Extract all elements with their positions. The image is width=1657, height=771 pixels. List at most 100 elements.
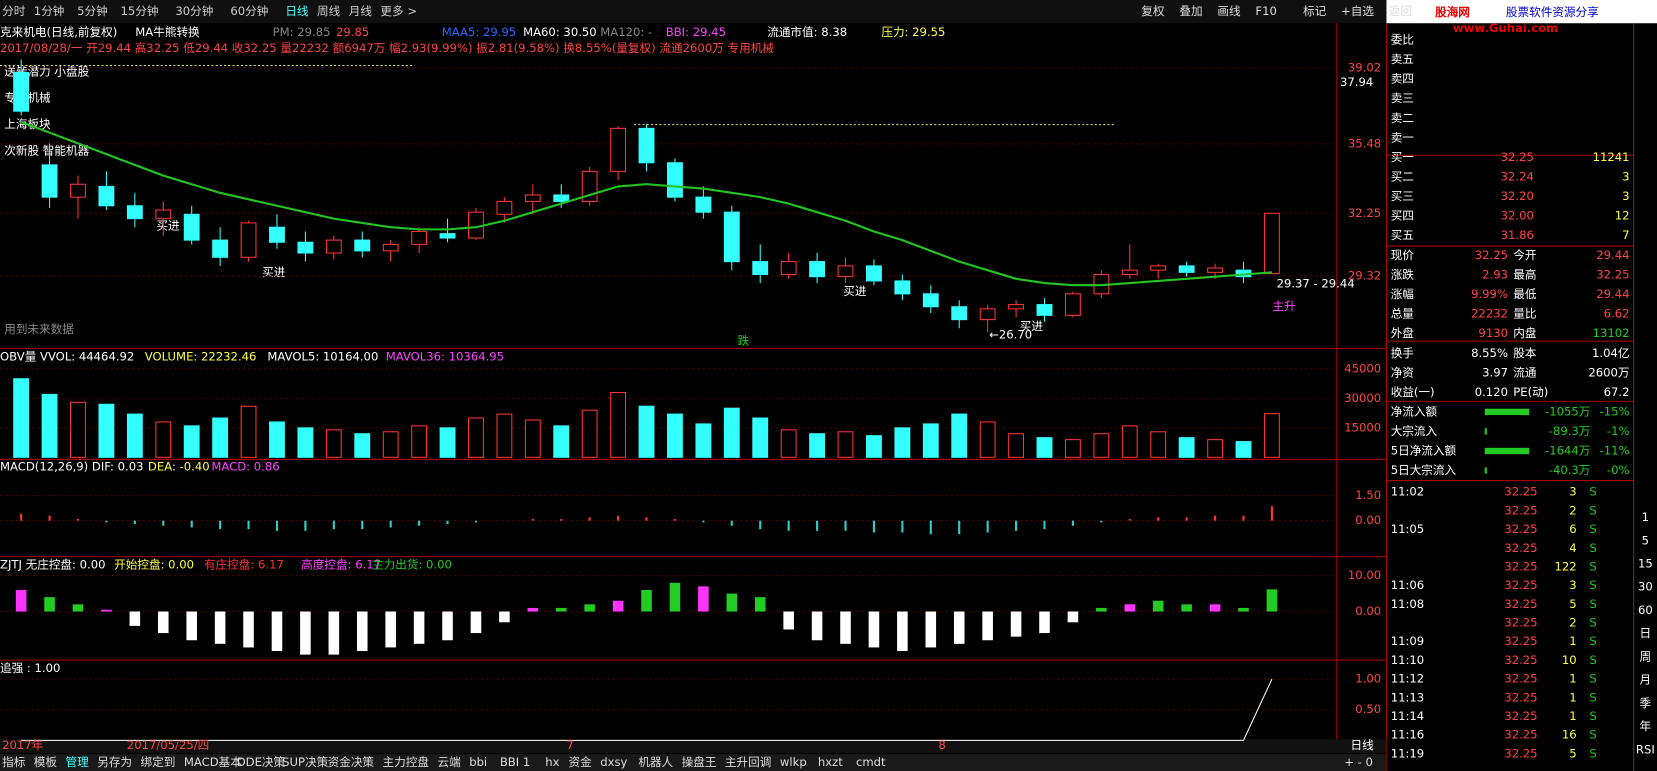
bottom-tab[interactable]: 指标 — [2, 755, 26, 769]
toolbar-button[interactable]: 画线 — [1217, 4, 1241, 18]
tab-controls[interactable]: + - 0 — [1344, 755, 1373, 769]
sidebar-button[interactable]: 月 — [1640, 673, 1652, 687]
stat-cell: 32.25 — [1596, 268, 1629, 282]
order-book-cell: 买二 — [1391, 169, 1414, 183]
bottom-tab[interactable]: bbi — [469, 755, 487, 769]
candle-body — [212, 239, 229, 258]
candle-body — [269, 226, 285, 243]
y-tick-label: 39.02 — [1348, 60, 1381, 74]
toolbar-tab[interactable]: 60分钟 — [230, 4, 268, 18]
volume-bar — [1150, 431, 1167, 458]
pane-title: 开始控盘: 0.00 — [114, 558, 194, 572]
annotation: 跌 — [738, 334, 750, 348]
candle-body — [837, 265, 854, 278]
toolbar-tab[interactable]: 周线 — [317, 4, 341, 18]
indicator-text: 流通市值: 8.38 — [767, 25, 847, 39]
sidebar-button[interactable]: 30 — [1638, 580, 1653, 594]
bottom-tab[interactable]: cmdt — [856, 755, 886, 769]
candle-body — [1036, 304, 1053, 316]
bottom-tab[interactable]: wlkp — [780, 755, 807, 769]
pane-title: ZJTJ 无庄控盘: 0.00 — [0, 558, 106, 572]
bottom-tab[interactable]: 资金决策 — [328, 755, 375, 769]
bottom-tab[interactable]: 模板 — [34, 755, 58, 769]
trade-cell: 11:19 — [1391, 746, 1424, 760]
candle-body — [13, 71, 30, 112]
toolbar-tab[interactable]: 更多 > — [380, 4, 417, 18]
toolbar-button[interactable]: 复权 — [1141, 4, 1165, 18]
stat-cell: 6.62 — [1604, 307, 1630, 321]
sidebar-button[interactable]: 5 — [1642, 533, 1649, 547]
bottom-tab[interactable]: BBI 1 — [500, 755, 530, 769]
candle-body — [638, 127, 655, 164]
stat-cell: 流通 — [1513, 365, 1537, 379]
bottom-tab[interactable]: 主升回调 — [725, 755, 771, 769]
sidebar-button[interactable]: 1 — [1642, 510, 1649, 524]
bottom-tab[interactable]: 主力控盘 — [383, 755, 430, 769]
flow-cell: -89.3万 — [1549, 424, 1591, 438]
bottom-tab[interactable]: 绑定到 — [141, 755, 176, 769]
bottom-tab[interactable]: 机器人 — [638, 755, 673, 769]
toolbar-button[interactable]: 返回 — [1389, 4, 1412, 18]
candle-body — [1121, 269, 1138, 276]
trade-cell: 2 — [1569, 616, 1576, 630]
toolbar-tab[interactable]: 月线 — [349, 4, 373, 18]
sidebar-button[interactable]: 60 — [1638, 603, 1653, 617]
pane-title: 高度控盘: 6.17 — [301, 558, 381, 572]
toolbar-button[interactable]: F10 — [1255, 4, 1276, 18]
toolbar-tab[interactable]: 30分钟 — [175, 4, 213, 18]
volume-bar — [70, 401, 86, 458]
bottom-tab[interactable]: 操盘王 — [682, 755, 717, 769]
candle-body — [610, 127, 627, 172]
stat-cell: 29.44 — [1596, 287, 1629, 301]
toolbar-tab[interactable]: 5分钟 — [77, 4, 108, 18]
flow-bar — [1484, 447, 1530, 455]
sidebar-button[interactable]: 季 — [1640, 696, 1652, 710]
order-book-cell: 7 — [1622, 228, 1629, 242]
trade-cell: 4 — [1569, 541, 1576, 555]
bottom-tab[interactable]: hx — [545, 755, 559, 769]
pane-title: 有庄控盘: 6.17 — [204, 558, 284, 572]
sidebar-button[interactable]: 周 — [1640, 649, 1652, 663]
zjtj-bar — [527, 607, 539, 612]
toolbar-tab[interactable]: 15分钟 — [120, 4, 158, 18]
trade-cell: 32.25 — [1504, 597, 1537, 611]
bottom-tab[interactable]: 另存为 — [97, 755, 132, 769]
bottom-tab[interactable]: MACD基本 — [184, 755, 242, 769]
toolbar-tab[interactable]: 分时 — [2, 4, 26, 18]
bottom-tab[interactable]: hxzt — [818, 755, 843, 769]
y-tick-label: 0.00 — [1355, 513, 1381, 527]
volume-bar — [667, 413, 683, 458]
zjtj-bar — [612, 600, 624, 612]
bottom-tab[interactable]: 云端 — [437, 755, 461, 769]
volume-bar — [1235, 441, 1252, 458]
bottom-tab[interactable]: DDE决策 — [237, 755, 286, 769]
toolbar-button[interactable]: 标记 — [1303, 4, 1327, 18]
volume-bar — [41, 393, 58, 458]
bottom-tab[interactable]: 资金 — [569, 755, 593, 769]
volume-bar — [439, 427, 456, 458]
volume-bar — [553, 425, 570, 458]
bottom-tab[interactable]: dxsy — [600, 755, 627, 769]
toolbar-button[interactable]: +自选 — [1341, 4, 1374, 18]
y-tick-label: 45000 — [1344, 361, 1381, 375]
order-book-cell: 卖三 — [1391, 91, 1414, 105]
zjtj-bar — [499, 611, 510, 623]
sidebar-button[interactable]: 日 — [1640, 626, 1652, 640]
volume-bar — [155, 421, 172, 458]
toolbar-tab[interactable]: 1分钟 — [34, 4, 65, 18]
order-book-cell: 3 — [1622, 169, 1629, 183]
trade-cell: S — [1589, 653, 1596, 667]
zjtj-bar — [271, 611, 283, 652]
toolbar-button[interactable]: 叠加 — [1179, 4, 1202, 18]
bottom-tab[interactable]: 管理 — [66, 755, 90, 769]
toolbar-tab[interactable]: 日线 — [285, 4, 309, 18]
sidebar-button[interactable]: 15 — [1638, 556, 1653, 570]
volume-bar — [1121, 425, 1138, 458]
sidebar-button[interactable]: RSI — [1636, 742, 1655, 756]
volume-bar — [1263, 413, 1280, 458]
pane-title: DEA: -0.40 — [148, 459, 210, 473]
sidebar-button[interactable]: 年 — [1640, 719, 1652, 733]
candle-body — [155, 209, 172, 220]
quote-line: 2017/08/28/一 开29.44 高32.25 低29.44 收32.25… — [0, 41, 774, 55]
bottom-tab[interactable]: SUP决策 — [282, 755, 328, 769]
